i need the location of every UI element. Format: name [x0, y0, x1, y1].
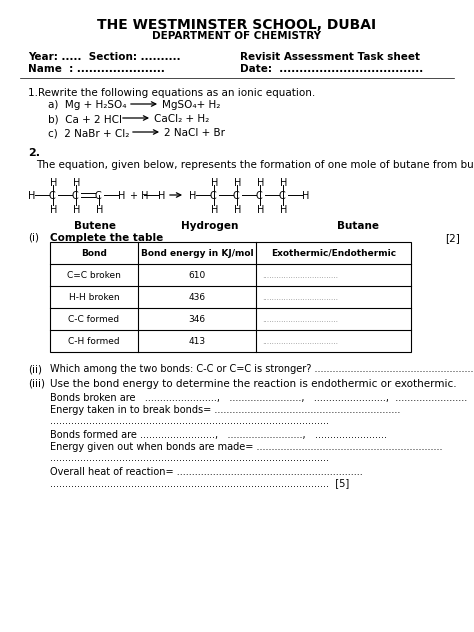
- Text: DEPARTMENT OF CHEMISTRY: DEPARTMENT OF CHEMISTRY: [153, 31, 321, 41]
- Text: H: H: [211, 178, 219, 188]
- Text: H: H: [257, 205, 264, 215]
- Text: Bond energy in KJ/mol: Bond energy in KJ/mol: [141, 248, 253, 257]
- Text: c)  2 NaBr + Cl₂: c) 2 NaBr + Cl₂: [48, 128, 129, 138]
- Text: H: H: [257, 178, 264, 188]
- Text: C: C: [279, 191, 286, 201]
- Text: H: H: [234, 178, 241, 188]
- Text: Hydrogen: Hydrogen: [182, 221, 239, 231]
- Text: (iii): (iii): [28, 379, 45, 389]
- Text: Which among the two bonds: C-C or C=C is stronger? .............................: Which among the two bonds: C-C or C=C is…: [50, 364, 474, 374]
- Text: C: C: [233, 191, 240, 201]
- Text: C: C: [49, 191, 56, 201]
- Text: Bonds broken are   ........................,   ........................,   .....: Bonds broken are .......................…: [50, 393, 467, 403]
- Text: CaCl₂ + H₂: CaCl₂ + H₂: [154, 114, 209, 124]
- Text: H: H: [211, 205, 219, 215]
- Text: ................................: ................................: [262, 270, 338, 279]
- Text: H: H: [50, 205, 57, 215]
- Text: Energy taken in to break bonds= ................................................: Energy taken in to break bonds= ........…: [50, 405, 401, 415]
- Text: H: H: [118, 191, 126, 201]
- Text: 1.Rewrite the following equations as an ionic equation.: 1.Rewrite the following equations as an …: [28, 88, 315, 98]
- Text: C: C: [95, 191, 102, 201]
- Text: ................................................................................: ........................................…: [50, 453, 329, 463]
- Text: C: C: [256, 191, 263, 201]
- Text: C: C: [210, 191, 217, 201]
- Text: H: H: [234, 205, 241, 215]
- Text: H: H: [158, 191, 165, 201]
- Text: [2]: [2]: [445, 233, 460, 243]
- Text: 2 NaCl + Br: 2 NaCl + Br: [164, 128, 225, 138]
- Text: THE WESTMINSTER SCHOOL, DUBAI: THE WESTMINSTER SCHOOL, DUBAI: [98, 18, 376, 32]
- Text: C=C broken: C=C broken: [67, 270, 121, 279]
- Text: H: H: [189, 191, 196, 201]
- Text: b)  Ca + 2 HCl: b) Ca + 2 HCl: [48, 114, 122, 124]
- Text: (ii): (ii): [28, 364, 42, 374]
- Text: Year: .....  Section: ..........: Year: ..... Section: ..........: [28, 52, 181, 62]
- Text: ................................: ................................: [262, 315, 338, 324]
- Text: Date:  ....................................: Date: ..................................…: [240, 64, 423, 74]
- Bar: [50, 242, 411, 352]
- Text: H: H: [302, 191, 310, 201]
- Text: Complete the table: Complete the table: [50, 233, 163, 243]
- Text: Bonds formed are .........................,   .........................,   .....: Bonds formed are .......................…: [50, 430, 387, 440]
- Text: ................................: ................................: [262, 293, 338, 301]
- Text: H: H: [73, 205, 81, 215]
- Text: ................................................................................: ........................................…: [50, 416, 329, 426]
- Text: C-C formed: C-C formed: [68, 315, 119, 324]
- Text: ................................: ................................: [262, 336, 338, 346]
- Text: Bond: Bond: [81, 248, 107, 257]
- Text: 436: 436: [189, 293, 206, 301]
- Text: 610: 610: [188, 270, 206, 279]
- Text: Energy given out when bonds are made= ..........................................: Energy given out when bonds are made= ..…: [50, 442, 443, 452]
- Text: H: H: [28, 191, 36, 201]
- Text: H-H broken: H-H broken: [69, 293, 119, 301]
- Text: H: H: [73, 178, 81, 188]
- Text: + H: + H: [130, 191, 148, 201]
- Text: The equation, given below, represents the formation of one mole of butane from b: The equation, given below, represents th…: [36, 160, 474, 170]
- Text: Butane: Butane: [337, 221, 379, 231]
- Text: 413: 413: [189, 336, 206, 346]
- Text: C-H formed: C-H formed: [68, 336, 120, 346]
- Text: H: H: [280, 178, 287, 188]
- Text: a)  Mg + H₂SO₄: a) Mg + H₂SO₄: [48, 100, 127, 110]
- Text: (i): (i): [28, 233, 39, 243]
- Text: Use the bond energy to determine the reaction is endothermic or exothermic.: Use the bond energy to determine the rea…: [50, 379, 456, 389]
- Text: C: C: [72, 191, 79, 201]
- Text: H: H: [96, 205, 103, 215]
- Text: 346: 346: [189, 315, 206, 324]
- Text: 2.: 2.: [28, 148, 40, 158]
- Text: Overall heat of reaction= ......................................................: Overall heat of reaction= ..............…: [50, 467, 363, 477]
- Text: Butene: Butene: [74, 221, 116, 231]
- Text: H: H: [280, 205, 287, 215]
- Text: Exothermic/Endothermic: Exothermic/Endothermic: [271, 248, 396, 257]
- Text: Name  : ......................: Name : ......................: [28, 64, 165, 74]
- Text: H: H: [50, 178, 57, 188]
- Text: ................................................................................: ........................................…: [50, 478, 349, 488]
- Text: Revisit Assessment Task sheet: Revisit Assessment Task sheet: [240, 52, 420, 62]
- Text: MgSO₄+ H₂: MgSO₄+ H₂: [162, 100, 220, 110]
